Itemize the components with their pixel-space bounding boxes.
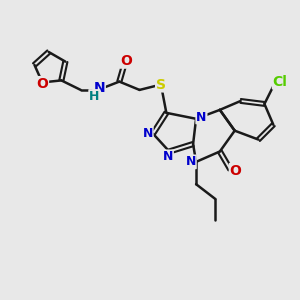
Text: N: N bbox=[196, 110, 207, 124]
Text: H: H bbox=[89, 90, 100, 103]
Text: Cl: Cl bbox=[273, 75, 288, 88]
Text: O: O bbox=[230, 164, 242, 178]
Text: N: N bbox=[93, 81, 105, 95]
Text: N: N bbox=[185, 155, 196, 168]
Text: S: S bbox=[156, 78, 166, 92]
Text: O: O bbox=[36, 77, 48, 91]
Text: O: O bbox=[120, 54, 132, 68]
Text: N: N bbox=[163, 150, 173, 163]
Text: N: N bbox=[142, 127, 153, 140]
